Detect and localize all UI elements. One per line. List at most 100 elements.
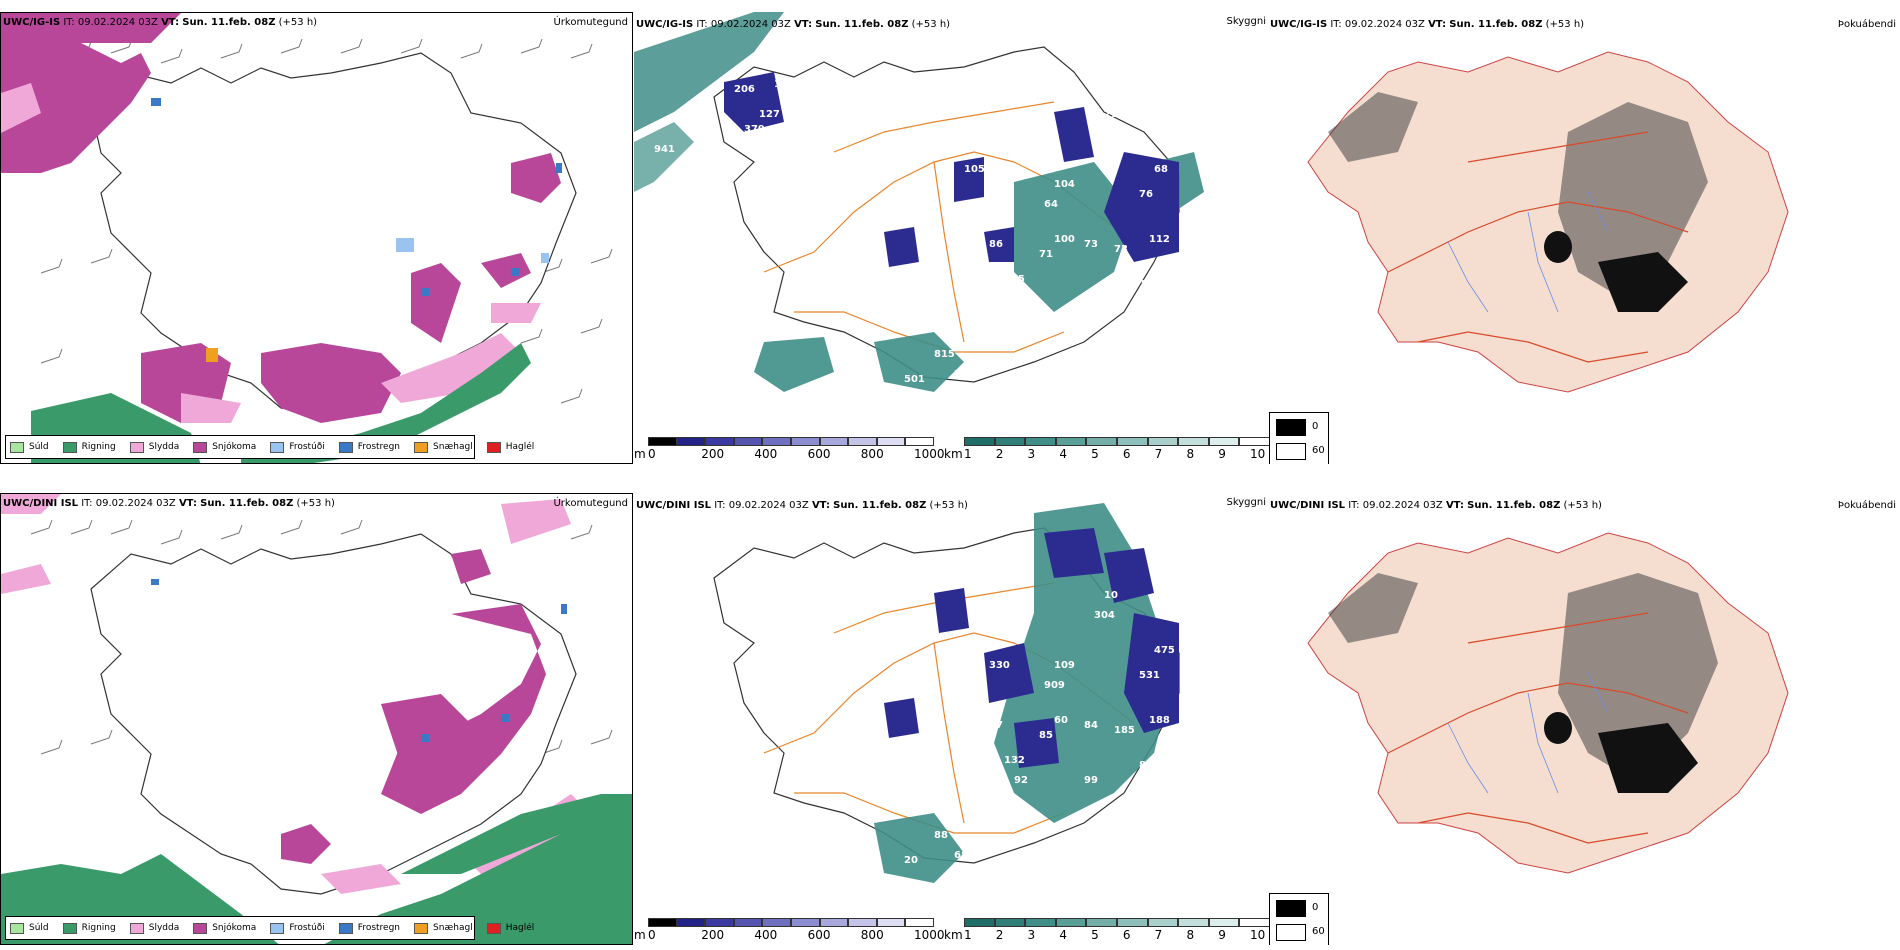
colorbar-tick-label: 600 [807, 928, 831, 942]
legend-label: Slydda [148, 923, 180, 933]
visibility-value-label: 86 [1139, 760, 1153, 771]
panel-title: Skyggni [1226, 16, 1266, 27]
legend-swatch [193, 922, 208, 934]
visibility-value-label: 105 [964, 164, 985, 175]
visibility-colorbar: km 1 2 3 4 5 6 7 8 9 10 [944, 918, 1270, 942]
colorbar-unit: m [634, 447, 646, 461]
colorbar-segment [876, 918, 906, 927]
visibility-value-label: 683 [954, 850, 975, 861]
visibility-value-label: 501 [904, 374, 925, 385]
colorbar-segment [791, 918, 820, 927]
precip-map [1, 494, 632, 944]
legend-item: Slydda [129, 441, 179, 453]
visibility-value-label: 152 [989, 179, 1010, 190]
fog-legend-label: 0 [1312, 902, 1319, 913]
colorbar-segment [1147, 437, 1179, 446]
fog-map [1307, 532, 1789, 874]
legend-item: Snæhagl [414, 441, 473, 453]
fog-legend-label: 60 [1312, 926, 1325, 937]
colorbar-tick-label: 800 [860, 447, 884, 461]
legend-item: Snæhagl [414, 922, 473, 934]
colorbar-tick-label: 0 [648, 447, 656, 461]
legend-swatch [10, 441, 24, 453]
visibility-value-label: 101 [774, 79, 795, 90]
visibility-value-label: 307 [1014, 294, 1035, 305]
legend-swatch [338, 441, 353, 453]
colorbar-segment [1055, 918, 1087, 927]
visibility-map: 206 101 127 379 941 105 152 162 217 104 64 68 76 100 8… [634, 12, 1204, 400]
altitude-colorbar: m 0 200 400 600 800 1000 [634, 918, 945, 942]
visibility-value-label: 71 [1039, 249, 1053, 260]
visibility-value-label: 99 [1084, 775, 1098, 786]
legend-label: Snæhagl [433, 442, 473, 452]
visibility-value-label: 304 [964, 645, 985, 656]
visibility-value-label: 218 [654, 625, 675, 636]
legend-swatch [270, 922, 285, 934]
visibility-value-label: 161 [984, 870, 1005, 881]
legend-item: Slydda [129, 922, 180, 934]
visibility-value-label: 909 [1044, 680, 1065, 691]
visibility-value-label: 531 [1139, 670, 1160, 681]
visibility-value-label: 185 [1114, 725, 1135, 736]
legend-item: Haglél [486, 922, 534, 934]
colorbar-tick-label: 0 [648, 928, 656, 942]
panel-title: Þokuábendi [1837, 500, 1896, 511]
visibility-value-label: 206 [734, 84, 755, 95]
colorbar-tick-label: 1000 [914, 447, 945, 461]
colorbar-tick-label: 5 [1091, 928, 1099, 942]
visibility-value-label: 205 [954, 369, 975, 380]
visibility-value-label: 88 [934, 830, 948, 841]
colorbar-tick-label: 1 [964, 928, 972, 942]
colorbar-segment [1239, 918, 1270, 927]
panel-header: UWC/DINI ISL IT: 09.02.2024 03Z VT: Sun.… [3, 498, 335, 509]
colorbar-segment [1086, 437, 1117, 446]
colorbar-segment [905, 437, 934, 446]
visibility-value-label: 188 [1149, 715, 1170, 726]
visibility-value-label: 73 [1084, 239, 1098, 250]
colorbar-segment [1178, 437, 1209, 446]
legend-swatch [62, 922, 77, 934]
legend-swatch [10, 922, 24, 934]
fog-legend-swatch [1276, 924, 1306, 941]
colorbar-tick-label: 1000 [914, 928, 945, 942]
panel-title: Þokuábendi [1837, 19, 1896, 30]
precip-panel-row1: UWC/IG-IS IT: 09.02.2024 03Z VT: Sun. 11… [0, 12, 633, 464]
visibility-value-label: 77 [989, 720, 1003, 731]
visibility-value-label: 64 [1044, 199, 1058, 210]
colorbar-tick-label: 200 [701, 928, 725, 942]
colorbar-segment [1025, 437, 1056, 446]
legend-swatch [486, 922, 501, 934]
colorbar-unit: km [944, 447, 963, 461]
legend-label: Rigning [81, 923, 116, 933]
colorbar-segment [1025, 918, 1056, 927]
legend-swatch [193, 441, 208, 453]
colorbar-tick-label: 200 [701, 447, 725, 461]
colorbar-segment [733, 437, 763, 446]
colorbar-tick-label: 3 [1027, 447, 1036, 461]
visibility-value-label: 100 [1084, 294, 1105, 305]
colorbar-segment [676, 918, 706, 927]
visibility-value-label: 81 [964, 249, 978, 260]
legend-label: Frostúði [289, 923, 325, 933]
precip-legend: Súld Rigning Slydda Snjókoma Frostúði Frostre… [5, 916, 534, 940]
legend-item: Frostúði [270, 441, 325, 453]
colorbar-segment [1117, 918, 1148, 927]
colorbar-unit: km [944, 928, 963, 942]
iceland-outline [90, 533, 577, 895]
colorbar-tick-label: 4 [1059, 928, 1067, 942]
legend-label: Frostregn [357, 923, 401, 933]
colorbar-segment [1086, 918, 1117, 927]
visibility-value-label: 87 [744, 605, 758, 616]
legend-item: Rigning [62, 922, 116, 934]
panel-header: UWC/DINI ISL IT: 09.02.2024 03Z VT: Sun.… [1270, 500, 1602, 511]
panel-header: UWC/IG-IS IT: 09.02.2024 03Z VT: Sun. 11… [636, 19, 951, 30]
visibility-value-label: 328 [1064, 855, 1085, 866]
legend-label: Frostúði [289, 442, 325, 452]
legend-item: Súld [10, 441, 49, 453]
colorbar-unit: m [634, 928, 646, 942]
colorbar-tick-label: 9 [1218, 447, 1226, 461]
legend-item: Snjókoma [193, 922, 256, 934]
visibility-value-label: 112 [1149, 234, 1170, 245]
panel-header: UWC/IG-IS IT: 09.02.2024 03Z VT: Sun. 11… [1270, 19, 1585, 30]
legend-label: Súld [29, 442, 49, 452]
